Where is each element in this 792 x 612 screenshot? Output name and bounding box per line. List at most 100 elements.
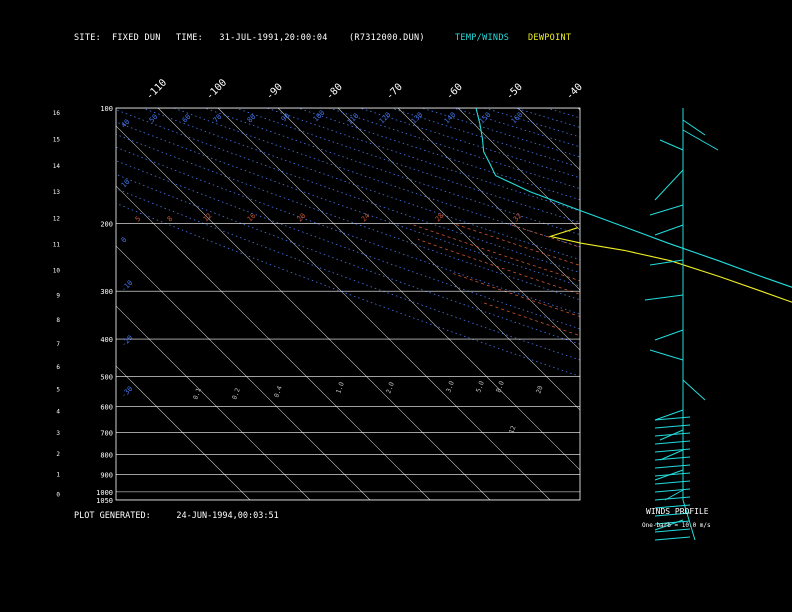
pressure-tick-label: 100 [100,105,113,113]
temp-tick-top: -40 [564,82,585,103]
dry-adiabat [116,160,580,330]
isotherm [638,108,792,500]
isotherm [116,305,311,500]
dry-adiabat-label: 120 [378,111,393,126]
wind-barb-tick [654,464,691,469]
dry-adiabat-label: 140 [443,111,458,126]
wind-barb [644,294,684,301]
dry-adiabat [546,108,580,119]
winds-profile-note: One-barb = 10.0 m/s [642,522,711,529]
isotherm [517,108,580,171]
moist-adiabat [480,301,580,337]
wind-barb-tick [654,456,691,461]
wind-barb-tick [654,472,691,477]
dry-adiabat-label: 160 [510,111,525,126]
mixing-ratio-label: 0.4 [272,385,284,399]
moist-adiabat-label: 8 [166,215,175,224]
temp-tick-top: -80 [324,82,345,103]
dry-adiabat [640,108,792,500]
wind-barb [649,349,684,361]
dry-adiabat [515,108,580,128]
wind-barb-tick [654,520,691,525]
dry-adiabat-label: -30 [120,385,135,400]
dry-adiabat [142,108,580,261]
height-tick-label: 10 [53,268,61,275]
dry-adiabat-label: 0 [120,236,129,245]
moist-adiabat [754,224,792,492]
dry-adiabat-label: 90 [280,112,292,124]
wind-barb [659,449,684,461]
mixing-ratio-label: 12 [507,425,517,435]
moist-adiabat [417,239,580,295]
moist-adiabat [507,223,580,248]
legend-dewpoint: DEWPOINT [528,33,572,43]
isotherm [758,108,792,500]
dry-adiabat [266,108,580,212]
generated-value: 24-JUN-1994,00:03:51 [176,511,279,521]
dry-adiabat-label: 50 [148,113,160,125]
isotherm [457,108,580,231]
wind-barb [682,129,719,151]
pressure-tick-label: 600 [100,404,113,412]
moist-adiabat-label: 5 [134,215,143,224]
pressure-tick-label: 500 [100,373,113,381]
pressure-tick-label: 800 [100,452,113,460]
isotherm [116,125,491,500]
wind-barb [659,139,684,151]
wind-barb [654,329,684,341]
moist-adiabat [409,223,580,282]
wind-barb-tick [654,488,691,493]
dry-adiabat [116,202,580,377]
height-tick-label: 4 [56,409,60,416]
moist-adiabat-label: 28 [434,212,446,224]
dry-adiabat [609,108,792,500]
isotherm [116,185,431,500]
legend-temp-winds: TEMP/WINDS [455,33,510,43]
dry-adiabat [297,108,580,201]
mixing-ratio-label: 2.0 [384,381,396,395]
wind-barb-tick [654,440,691,445]
isotherm [116,365,251,500]
moist-adiabat-label: 24 [360,212,372,224]
pressure-tick-label: 1050 [96,497,113,505]
temp-tick-top: -110 [144,77,169,102]
dry-adiabat [116,146,580,315]
plot-frame [115,107,581,501]
height-tick-label: 12 [53,215,61,222]
mixing-ratio-label: 3.0 [444,380,456,394]
plot-generated: PLOT GENERATED: 24-JUN-1994,00:03:51 [74,511,279,521]
moist-adiabat-label: 20 [296,212,308,224]
height-tick-label: 16 [53,110,61,117]
dry-adiabat [390,108,580,168]
wind-barb-tick [654,480,691,485]
generated-label: PLOT GENERATED: [74,511,151,521]
mixing-ratio-label: 0.1 [191,387,203,401]
dry-adiabat [484,108,580,138]
dry-adiabat-label: 60 [181,113,193,125]
isotherm [116,245,371,500]
height-tick-label: 13 [53,189,61,196]
pressure-tick-label: 1000 [96,489,113,497]
temp-tick-top: -50 [504,82,525,103]
pressure-tick-label: 200 [100,221,113,229]
height-tick-label: 1 [56,472,60,479]
wind-barb [682,379,706,401]
site-value: FIXED DUN [111,33,161,43]
winds-profile-title: WINDS PROFILE [646,507,709,516]
dry-adiabat [116,133,580,301]
wind-barb [654,169,684,201]
wind-barb-tick [654,424,691,429]
dry-adiabat [116,173,580,345]
wind-barb-tick [654,432,691,437]
height-tick-label: 14 [53,163,61,170]
wind-barb-tick [654,504,691,509]
height-tick-label: 8 [56,317,60,324]
isotherm [698,108,792,500]
mixing-ratio-label: 8.0 [494,380,506,394]
temp-tick-top: -90 [264,82,285,103]
moist-adiabat-label: 16 [246,212,258,224]
dry-adiabat [116,188,580,361]
isotherm [157,108,551,500]
mixing-ratio-label: 20 [534,385,544,395]
